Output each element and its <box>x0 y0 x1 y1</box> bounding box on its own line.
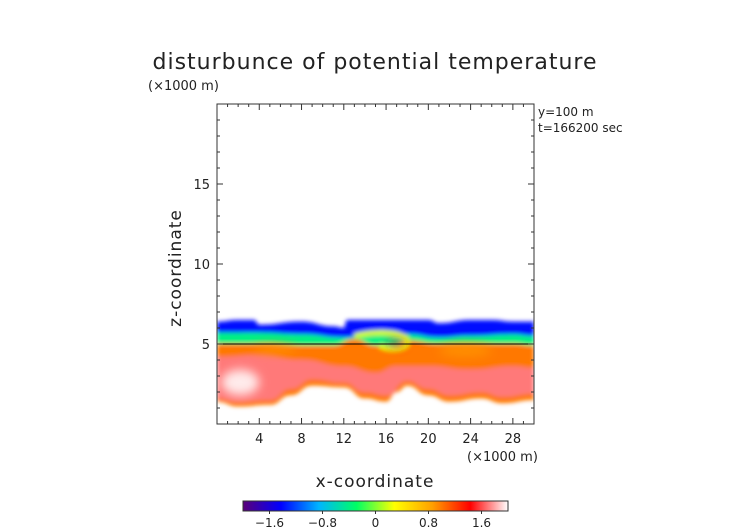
x-tick-label: 16 <box>378 432 395 447</box>
y-axis-label: z-coordinate <box>166 209 186 327</box>
field-layer <box>217 320 534 338</box>
y-tick-label: 10 <box>193 258 210 273</box>
info-line-y: y=100 m <box>538 105 594 119</box>
x-tick-label: 8 <box>297 432 305 447</box>
y-tick-label: 15 <box>193 178 210 193</box>
x-tick-label: 28 <box>505 432 522 447</box>
x-axis-label: x-coordinate <box>316 472 435 492</box>
field-layer <box>217 332 534 349</box>
plot-field <box>217 320 534 407</box>
roll-contour <box>353 330 410 352</box>
colorbar-tick-label: 1.6 <box>472 516 491 530</box>
field-layer <box>217 355 534 402</box>
x-tick-label: 12 <box>336 432 353 447</box>
colorbar-tick-label: −0.8 <box>308 516 337 530</box>
x-axis: 4 8 12 16 20 24 28 <box>227 104 524 447</box>
x-unit-label: (×1000 m) <box>467 450 538 465</box>
y-axis: 5 10 15 <box>193 119 534 409</box>
x-tick-label: 24 <box>462 432 479 447</box>
y-unit-label: (×1000 m) <box>148 79 219 94</box>
x-tick-label: 4 <box>255 432 263 447</box>
x-tick-label: 20 <box>420 432 437 447</box>
info-line-t: t=166200 sec <box>538 121 623 135</box>
colorbar-tick-label: −1.6 <box>255 516 284 530</box>
colorbar-ticks: −1.6 −0.8 0 0.8 1.6 <box>255 511 491 530</box>
colorbar-tick-label: 0 <box>372 516 380 530</box>
y-tick-label: 5 <box>202 338 210 353</box>
chart-title: disturbunce of potential temperature <box>153 50 598 75</box>
colorbar-tick-label: 0.8 <box>419 516 438 530</box>
colorbar <box>242 500 509 512</box>
field-blob <box>221 369 260 396</box>
field-blob <box>438 344 492 357</box>
field-blob <box>253 344 297 353</box>
